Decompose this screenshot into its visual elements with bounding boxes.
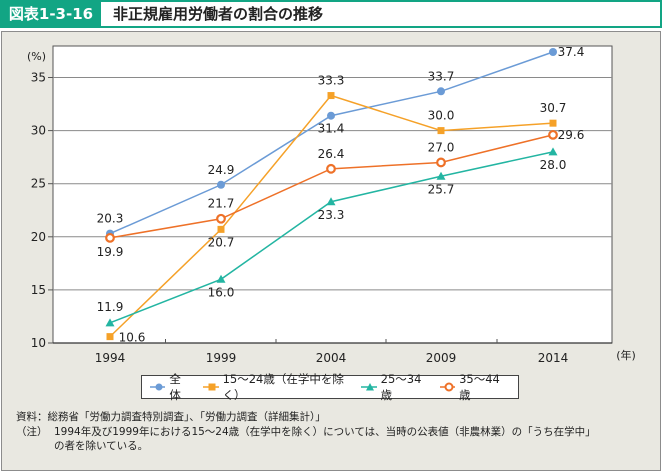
footnote-continued: の者を除いている。: [16, 439, 596, 454]
note-text-line-2: の者を除いている。: [54, 440, 149, 452]
data-label: 28.0: [540, 158, 567, 172]
data-point: [549, 48, 557, 57]
data-point: [326, 163, 336, 174]
legend-item-25-34: 25～34歳: [361, 371, 425, 403]
square-marker-icon: [203, 383, 219, 391]
x-tick-label: 2014: [538, 351, 569, 365]
legend: 全体 15～24歳（在学中を除く） 25～34歳 35～44歳: [141, 372, 519, 402]
legend-label: 35～44歳: [459, 372, 500, 402]
data-label: 11.9: [97, 300, 124, 314]
data-point: [105, 232, 115, 243]
note-label: （注）: [16, 425, 48, 438]
y-axis-unit: (%): [27, 50, 46, 63]
x-tick-label: 1999: [206, 351, 237, 365]
source-label: 資料：: [16, 411, 48, 423]
x-axis-unit: (年): [616, 348, 636, 362]
source-note: 資料： 総務省「労働力調査特別調査」、「労働力調査（詳細集計）」: [16, 410, 596, 425]
data-label: 25.7: [428, 182, 455, 196]
data-label: 20.7: [208, 235, 235, 249]
data-point: [548, 129, 558, 140]
x-tick-label: 1994: [95, 351, 126, 365]
x-tick-label: 2004: [316, 351, 347, 365]
data-labels: 20.3 24.9 31.4 33.7 37.4 10.6 20.7 33.3 30.0 30.7…: [97, 45, 585, 345]
y-tick-label: 30: [31, 124, 46, 138]
y-tick-label: 35: [31, 71, 46, 85]
figure-number: 図表1-3-16: [8, 5, 94, 23]
data-point: [105, 318, 115, 327]
data-label: 24.9: [208, 163, 235, 177]
legend-label: 15～24歳（在学中を除く）: [222, 372, 344, 402]
data-point: [106, 333, 114, 341]
figure-title: 非正規雇用労働者の割合の推移: [113, 5, 324, 23]
data-label: 21.7: [208, 197, 235, 211]
y-tick-label: 10: [31, 336, 46, 350]
legend-item-15-24: 15～24歳（在学中を除く）: [203, 371, 347, 403]
y-tick-label: 20: [31, 230, 46, 244]
gridlines: [53, 77, 612, 291]
data-point: [548, 147, 558, 156]
data-label: 23.3: [318, 208, 345, 222]
data-label: 30.7: [540, 101, 567, 115]
data-label: 37.4: [558, 45, 585, 59]
data-point: [436, 171, 446, 180]
y-tick-label: 25: [31, 177, 46, 191]
x-tick-label: 2009: [426, 351, 457, 365]
data-label: 31.4: [318, 122, 345, 136]
data-label: 30.0: [428, 109, 455, 123]
data-label: 26.4: [318, 147, 345, 161]
figure-notes: 資料： 総務省「労働力調査特別調査」、「労働力調査（詳細集計）」 （注） 199…: [16, 410, 596, 454]
x-axis-ticks: 1994 1999 2004 2009 2014: [53, 339, 612, 365]
data-point: [216, 213, 226, 224]
y-tick-label: 15: [31, 283, 46, 297]
title-background: [101, 2, 660, 26]
data-label: 10.6: [119, 331, 146, 345]
data-point: [216, 274, 226, 283]
data-point: [437, 87, 445, 96]
figure-title-bar: 図表1-3-16 非正規雇用労働者の割合の推移: [0, 0, 662, 28]
footnote: （注） 1994年及び1999年における15～24歳（在学中を除く）については、…: [16, 425, 596, 440]
data-point: [549, 119, 557, 127]
data-label: 33.7: [428, 69, 455, 83]
legend-item-all: 全体: [150, 371, 189, 403]
data-label: 33.3: [318, 74, 345, 88]
note-text-line-1: 1994年及び1999年における15～24歳（在学中を除く）については、当時の公…: [54, 425, 596, 438]
data-point: [217, 225, 225, 233]
data-label: 20.3: [97, 212, 124, 226]
circle-marker-icon: [150, 383, 166, 391]
data-point: [217, 180, 225, 189]
legend-label: 全体: [169, 372, 181, 402]
data-point: [326, 197, 336, 206]
data-label: 29.6: [558, 128, 585, 142]
triangle-marker-icon: [361, 383, 377, 391]
legend-label: 25～34歳: [380, 372, 422, 402]
data-label: 16.0: [208, 285, 235, 299]
series-group: [105, 48, 558, 341]
source-text: 総務省「労働力調査特別調査」、「労働力調査（詳細集計）」: [47, 411, 326, 423]
data-point: [436, 157, 446, 168]
plot-area: [52, 45, 613, 344]
data-point: [327, 111, 335, 120]
data-point: [327, 92, 335, 100]
y-axis-ticks: 10 15 20 25 30 35: [31, 71, 53, 350]
legend-item-35-44: 35～44歳: [439, 371, 504, 403]
open-circle-marker-icon: [439, 382, 456, 392]
data-label: 19.9: [97, 245, 124, 259]
data-label: 27.0: [428, 140, 455, 154]
data-point: [437, 127, 445, 135]
